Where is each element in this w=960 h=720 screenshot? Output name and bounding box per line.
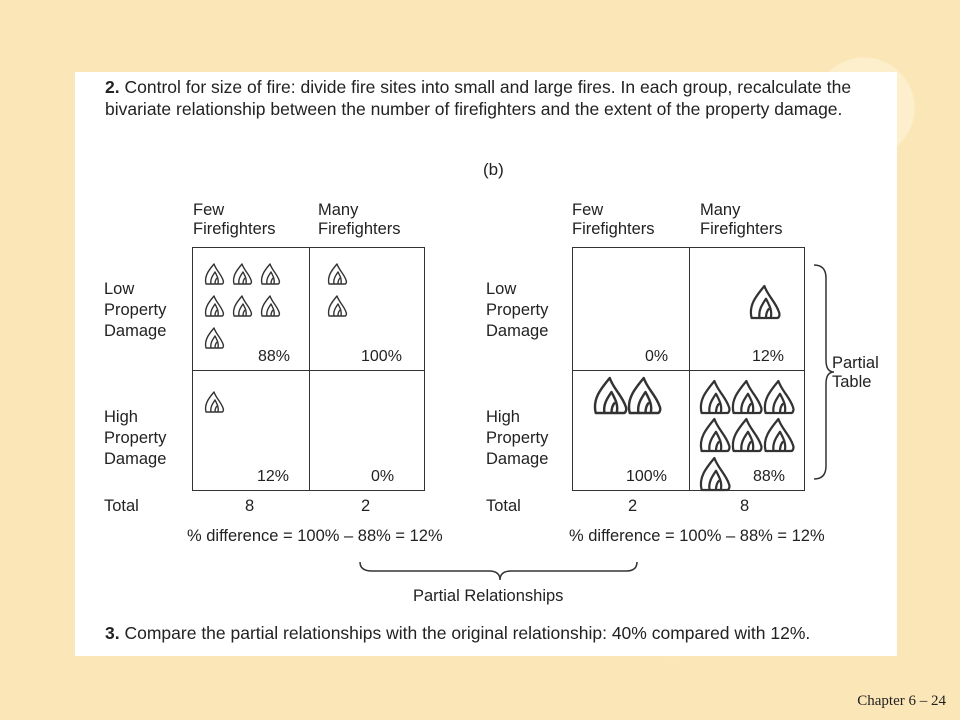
right-cell-high-few [572, 369, 690, 491]
left-cell-low-many [308, 247, 425, 371]
left-cell-high-few [192, 369, 310, 491]
left-pct-high-many: 0% [371, 468, 395, 485]
flame-icon [260, 263, 281, 285]
flame-icon [260, 295, 281, 317]
right-col-header-many: Many Firefighters [700, 201, 783, 238]
flame-icon [204, 295, 225, 317]
right-cell-low-many [688, 247, 805, 371]
right-pct-high-few: 100% [626, 468, 667, 485]
left-col-header-many: Many Firefighters [318, 201, 401, 238]
flame-icon [204, 327, 225, 349]
right-total-label: Total [486, 497, 521, 515]
left-pct-high-few: 12% [257, 468, 290, 485]
flame-icon [204, 263, 225, 285]
flame-icon [749, 284, 781, 320]
partial-relationships-label: Partial Relationships [413, 587, 564, 605]
slide-footer: Chapter 6 – 24 [857, 693, 946, 709]
step-2-text: 2. Control for size of fire: divide fire… [105, 77, 852, 119]
right-total-many: 8 [740, 497, 750, 515]
flame-icon [232, 263, 253, 285]
partial-relationships-brace [359, 561, 638, 581]
flame-icon [204, 391, 225, 413]
left-total-few: 8 [245, 497, 255, 515]
partial-table-label: Partial Table [832, 354, 879, 391]
flame-icon [627, 376, 662, 415]
flame-icon [699, 417, 731, 453]
right-row-label-low: Low Property Damage [486, 280, 549, 340]
flame-icon [763, 379, 795, 415]
step-3-text: 3. Compare the partial relationships wit… [105, 623, 811, 643]
flame-icon [327, 263, 348, 285]
left-total-label: Total [104, 497, 139, 515]
figure-panel [75, 72, 897, 656]
left-col-header-few: Few Firefighters [193, 201, 276, 238]
left-pct-low-many: 100% [361, 348, 402, 365]
right-col-header-few: Few Firefighters [572, 201, 655, 238]
right-percent-difference: % difference = 100% – 88% = 12% [569, 527, 825, 545]
flame-icon [327, 295, 348, 317]
flame-icon [593, 376, 628, 415]
partial-table-bracket [813, 264, 835, 480]
flame-icon [731, 417, 763, 453]
left-cell-low-few [192, 247, 310, 371]
right-pct-high-many: 88% [753, 468, 786, 485]
right-pct-low-few: 0% [645, 348, 669, 365]
right-row-label-high: High Property Damage [486, 408, 549, 468]
right-cell-high-many [688, 369, 805, 491]
right-pct-low-many: 12% [752, 348, 785, 365]
left-cell-high-many [308, 369, 425, 491]
right-cell-low-few [572, 247, 690, 371]
right-total-few: 2 [628, 497, 638, 515]
subfigure-label: (b) [483, 160, 504, 179]
flame-icon [699, 379, 731, 415]
flame-icon [699, 456, 731, 492]
left-percent-difference: % difference = 100% – 88% = 12% [187, 527, 443, 545]
left-row-label-low: Low Property Damage [104, 280, 167, 340]
flame-icon [731, 379, 763, 415]
flame-icon [232, 295, 253, 317]
flame-icon [763, 417, 795, 453]
left-row-label-high: High Property Damage [104, 408, 167, 468]
left-pct-low-few: 88% [258, 348, 291, 365]
left-total-many: 2 [361, 497, 371, 515]
